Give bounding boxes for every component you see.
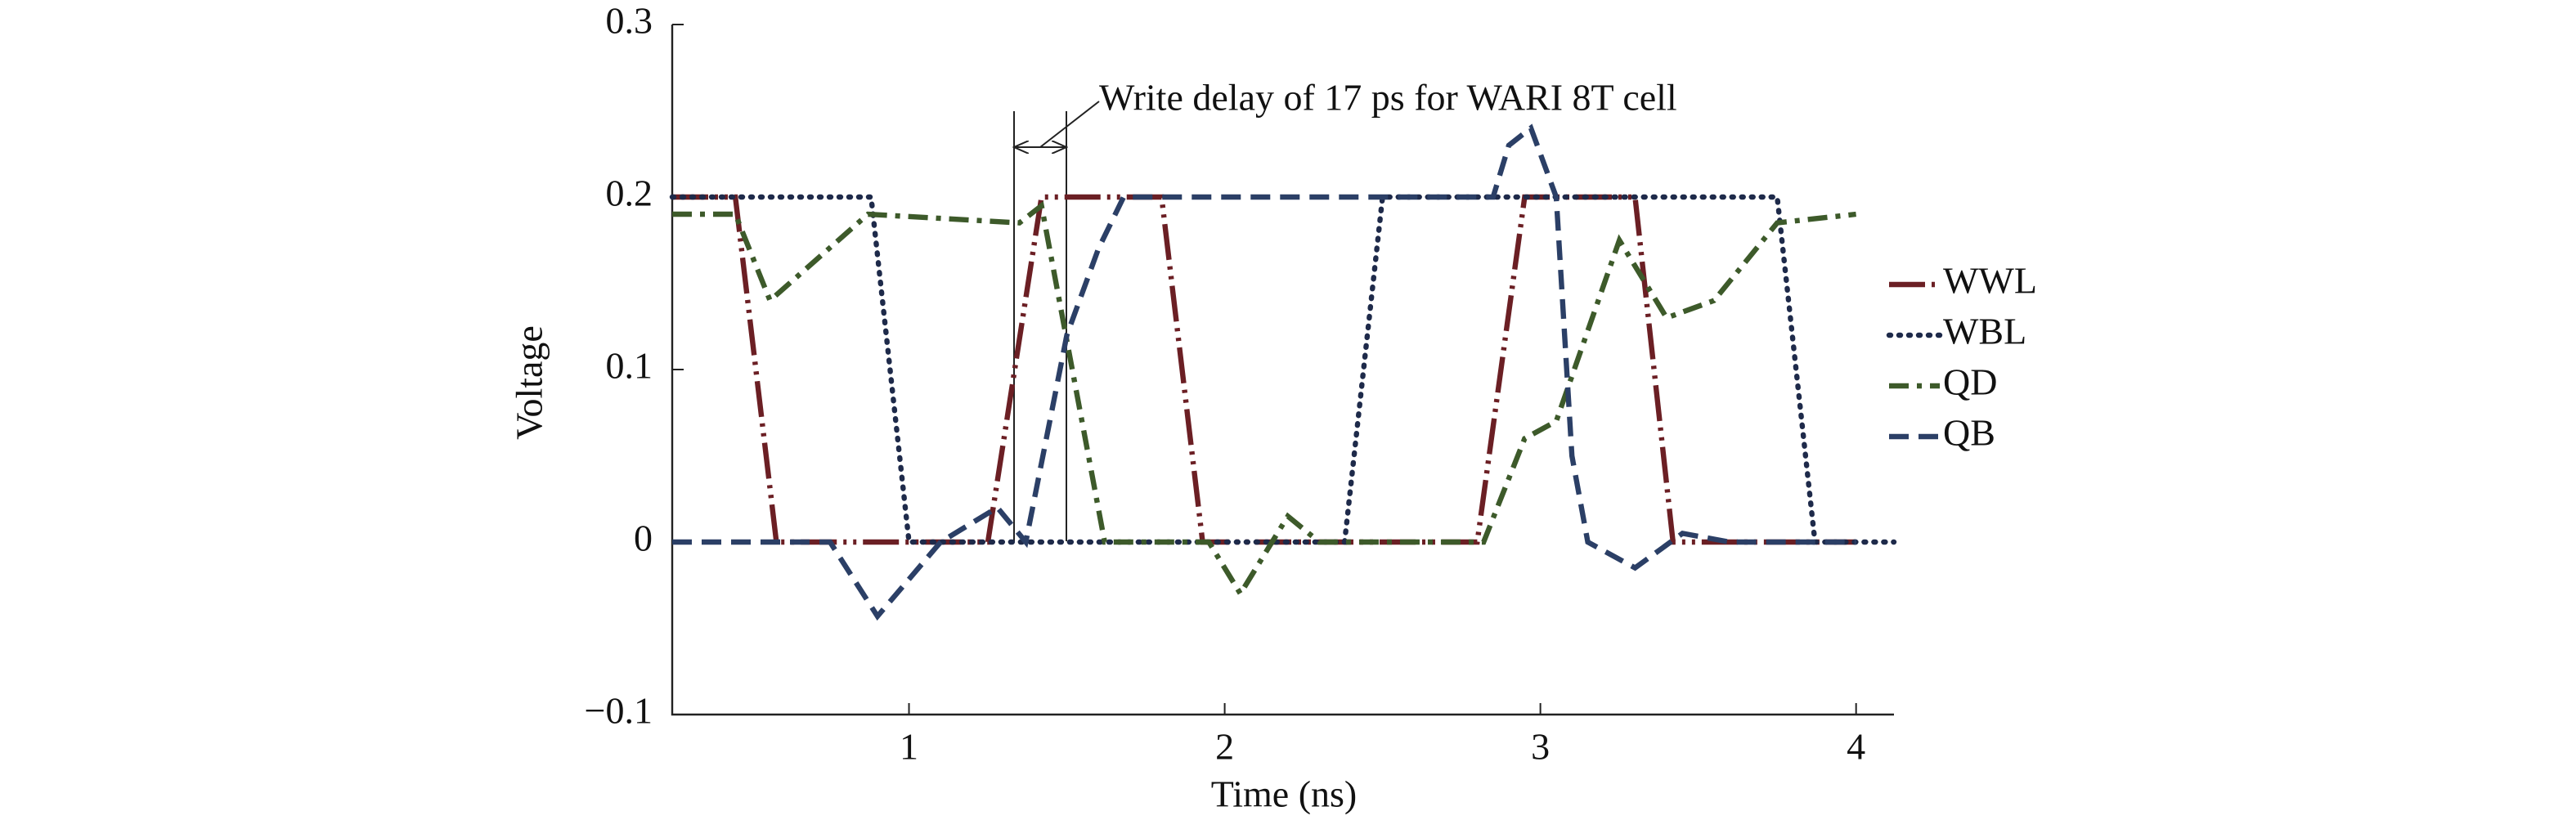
series-line [672,200,1856,599]
axis-frame [671,25,1894,716]
series-line [669,194,1897,545]
y-tick-label: −0.1 [585,690,653,732]
y-tick-label: 0.2 [606,173,653,214]
y-axis-label: Voltage [509,325,550,440]
x-tick-label: 3 [1531,726,1550,768]
x-tick-label: 2 [1215,726,1234,768]
series-line [672,194,1856,545]
x-tick-label: 4 [1847,726,1865,768]
annotation-leader [1039,101,1100,148]
y-tick-label: 0 [634,518,653,559]
legend-label: QB [1943,412,1995,454]
y-tick-label: 0.1 [606,345,653,387]
legend-label: WBL [1943,311,2026,352]
y-tick-label: 0.3 [606,0,653,42]
annotation: Write delay of 17 ps for WARI 8T cell [1099,77,1677,119]
legend-label: WWL [1943,260,2037,302]
x-tick-label: 1 [900,726,918,768]
series-line [672,123,1856,621]
x-axis-label: Time (ns) [1211,773,1358,815]
legend-label: QD [1943,361,1997,403]
